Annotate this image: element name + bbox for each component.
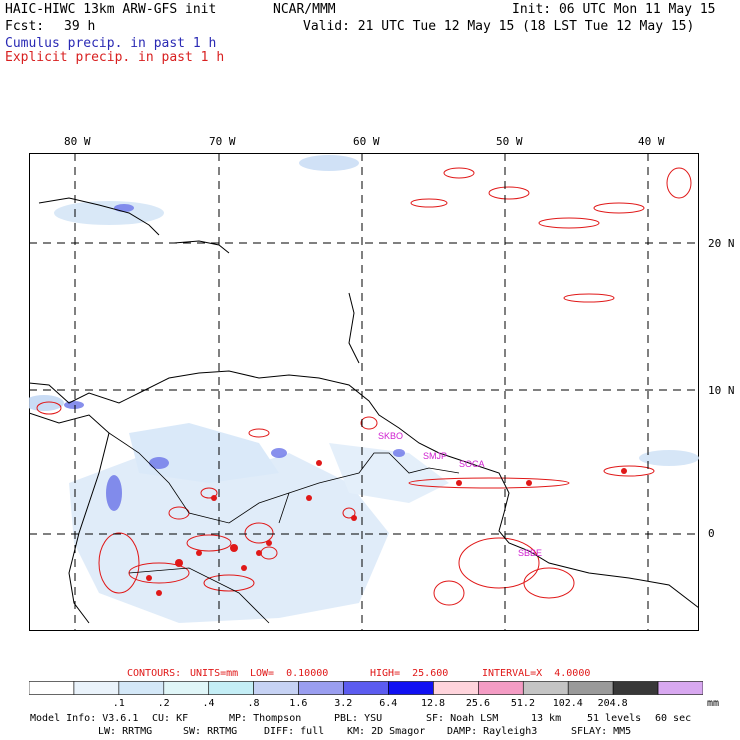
model-title: HAIC-HIWC 13km ARW-GFS init bbox=[5, 2, 217, 17]
model-info-mp: MP: Thompson bbox=[229, 713, 302, 724]
lon-label-50w: 50 W bbox=[496, 135, 523, 148]
station-label-sbbe: SBBE bbox=[518, 548, 542, 558]
lon-label-60w: 60 W bbox=[353, 135, 380, 148]
colorbar-swatch bbox=[253, 681, 299, 695]
colorbar-label: 102.4 bbox=[552, 698, 583, 709]
model-info-levels: 51 levels bbox=[587, 713, 642, 724]
model-info-pbl: PBL: YSU bbox=[334, 713, 383, 724]
valid-time: Valid: 21 UTC Tue 12 May 15 (18 LST Tue … bbox=[303, 19, 695, 34]
lon-label-80w: 80 W bbox=[64, 135, 91, 148]
model-info-diff: DIFF: full bbox=[264, 726, 325, 737]
model-info-lw: LW: RRTMG bbox=[98, 726, 153, 737]
colorbar-swatch bbox=[657, 681, 703, 695]
colorbar-unit: mm bbox=[707, 698, 720, 709]
lat-label-10n: 10 N bbox=[708, 384, 735, 397]
fcst-label: Fcst: bbox=[5, 19, 45, 34]
model-info-resolution: 13 km bbox=[531, 713, 562, 724]
colorbar-label: 51.2 bbox=[510, 698, 535, 709]
cumulus-precip-heavy bbox=[64, 204, 405, 511]
colorbar-label: .1 bbox=[112, 698, 125, 709]
colorbar-swatch bbox=[612, 681, 659, 695]
colorbar-swatch bbox=[73, 681, 120, 695]
colorbar-label: 3.2 bbox=[334, 698, 353, 709]
contours-units: UNITS=mm bbox=[190, 668, 239, 679]
colorbar-swatch bbox=[163, 681, 210, 695]
colorbar-label: .4 bbox=[202, 698, 215, 709]
explicit-precip-cells bbox=[146, 460, 627, 596]
colorbar-swatch bbox=[29, 681, 75, 695]
colorbar bbox=[29, 681, 703, 695]
lat-label-0: 0 bbox=[708, 527, 715, 540]
model-info-timestep: 60 sec bbox=[655, 713, 692, 724]
field-explicit-label: Explicit precip. in past 1 h bbox=[5, 50, 225, 65]
colorbar-label: 12.8 bbox=[421, 698, 446, 709]
model-info-sf: SF: Noah LSM bbox=[426, 713, 499, 724]
model-info-version: Model Info: V3.6.1 bbox=[30, 713, 139, 724]
colorbar-swatch bbox=[522, 681, 569, 695]
colorbar-swatch bbox=[567, 681, 614, 695]
model-info-sw: SW: RRTMG bbox=[183, 726, 238, 737]
colorbar-swatch bbox=[118, 681, 165, 695]
colorbar-swatch bbox=[478, 681, 524, 695]
lat-label-20n: 20 N bbox=[708, 237, 735, 250]
contours-label: CONTOURS: bbox=[127, 668, 182, 679]
grid-lines bbox=[29, 153, 699, 631]
org-label: NCAR/MMM bbox=[273, 2, 336, 17]
coastlines bbox=[29, 197, 699, 624]
colorbar-label: .8 bbox=[247, 698, 260, 709]
colorbar-swatch bbox=[298, 681, 344, 695]
init-time: Init: 06 UTC Mon 11 May 15 bbox=[512, 2, 716, 17]
colorbar-label: .2 bbox=[157, 698, 170, 709]
station-label-smjp: SMJP bbox=[423, 451, 447, 461]
colorbar-label: 6.4 bbox=[379, 698, 398, 709]
contours-high: HIGH= 25.600 bbox=[370, 668, 449, 679]
colorbar-label: 1.6 bbox=[289, 698, 308, 709]
lon-label-70w: 70 W bbox=[209, 135, 236, 148]
station-label-skbo: SKBO bbox=[378, 431, 403, 441]
model-info-damp: DAMP: Rayleigh3 bbox=[447, 726, 538, 737]
model-info-sflay: SFLAY: MM5 bbox=[571, 726, 632, 737]
contours-interval: INTERVAL=X 4.0000 bbox=[482, 668, 591, 679]
colorbar-swatch bbox=[433, 681, 479, 695]
station-label-soca: SOCA bbox=[459, 459, 485, 469]
station-labels: SKBO SMJP SOCA SBBE bbox=[378, 431, 542, 558]
fcst-value: 39 h bbox=[64, 19, 96, 34]
colorbar-swatch bbox=[343, 681, 389, 695]
model-info-cu: CU: KF bbox=[152, 713, 189, 724]
model-info-km: KM: 2D Smagor bbox=[347, 726, 426, 737]
contours-low: LOW= 0.10000 bbox=[250, 668, 329, 679]
explicit-precip-contours bbox=[36, 167, 692, 606]
colorbar-swatch bbox=[388, 681, 434, 695]
colorbar-label: 25.6 bbox=[465, 698, 490, 709]
colorbar-swatch bbox=[208, 681, 254, 695]
lon-label-40w: 40 W bbox=[638, 135, 665, 148]
country-borders bbox=[108, 432, 460, 624]
precip-map: SKBO SMJP SOCA SBBE bbox=[29, 153, 699, 631]
field-cumulus-label: Cumulus precip. in past 1 h bbox=[5, 36, 217, 51]
colorbar-label: 204.8 bbox=[597, 698, 628, 709]
